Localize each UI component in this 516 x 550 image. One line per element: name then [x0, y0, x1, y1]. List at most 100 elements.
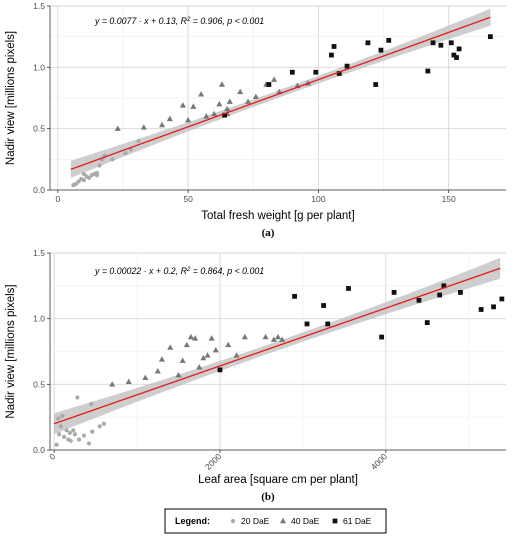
- data-point-square: [313, 69, 319, 75]
- panel-b-x-axis-label: Leaf area [square cm per plant]: [198, 474, 358, 486]
- data-point-triangle: [237, 88, 244, 95]
- data-point-triangle: [140, 124, 147, 130]
- data-point-square: [266, 82, 272, 87]
- legend-marker-triangle: [279, 517, 287, 524]
- data-point-triangle: [187, 333, 194, 340]
- data-point-triangle: [198, 91, 205, 97]
- regression-line: [53, 267, 501, 425]
- data-point-square: [344, 63, 350, 69]
- data-point-square: [378, 47, 384, 53]
- data-point-triangle: [274, 333, 282, 340]
- panel-b-points: [54, 283, 505, 447]
- data-point-circle: [81, 178, 86, 183]
- legend-item-label: 61 DaE: [343, 516, 372, 526]
- data-point-square: [336, 71, 342, 76]
- x-tick-label: 4000: [369, 451, 390, 472]
- data-point-triangle: [244, 98, 252, 104]
- data-point-triangle: [179, 357, 186, 363]
- data-point-triangle: [114, 125, 121, 131]
- y-tick-label: 0.0: [33, 445, 45, 455]
- data-point-triangle: [241, 333, 248, 340]
- legend-item-label: 20 DaE: [241, 516, 270, 526]
- data-point-circle: [110, 157, 115, 162]
- legend-marker-circle: [230, 518, 236, 524]
- panel-a-y-axis-label: Nadir view [millions pixels]: [5, 31, 17, 165]
- data-point-circle: [61, 434, 67, 439]
- data-point-triangle: [183, 341, 190, 348]
- data-point-square: [438, 42, 444, 48]
- legend-title: Legend:: [175, 516, 210, 526]
- data-point-circle: [136, 138, 141, 144]
- data-point-triangle: [226, 98, 233, 104]
- data-point-triangle: [158, 356, 165, 362]
- data-point-triangle: [166, 115, 173, 122]
- data-point-square: [217, 367, 223, 373]
- y-tick-label: 0.5: [33, 124, 45, 134]
- data-point-triangle: [212, 346, 219, 353]
- data-point-circle: [60, 413, 65, 418]
- data-point-square: [373, 82, 379, 87]
- data-point-circle: [89, 401, 94, 407]
- data-point-triangle: [159, 121, 166, 128]
- data-point-square: [391, 290, 397, 295]
- data-point-triangle: [200, 354, 207, 361]
- regression-line: [70, 16, 491, 170]
- data-point-circle: [81, 171, 86, 177]
- data-point-circle: [56, 416, 61, 421]
- data-point-triangle: [216, 100, 223, 107]
- panel-b: 0.0 0.5 1.0 1.5 0 2000 4000 y = 0.00022 · x + …: [5, 248, 506, 503]
- data-point-triangle: [167, 344, 174, 350]
- data-point-triangle: [224, 105, 231, 112]
- data-point-square: [448, 40, 454, 46]
- data-point-triangle: [154, 368, 161, 374]
- y-tick-label: 1.5: [33, 248, 45, 258]
- y-tick-label: 0.5: [33, 379, 45, 389]
- data-point-square: [304, 321, 310, 327]
- data-point-square: [454, 55, 459, 60]
- data-point-square: [451, 52, 457, 58]
- data-point-triangle: [185, 116, 192, 123]
- data-point-square: [331, 44, 337, 49]
- panel-b-equation: y = 0.00022 · x + 0.2, R2 = 0.864, p < 0…: [94, 266, 264, 276]
- data-point-circle: [86, 441, 92, 446]
- data-point-triangle: [211, 110, 218, 117]
- data-point-triangle: [225, 341, 232, 348]
- x-tick-label: 150: [442, 194, 456, 204]
- data-point-circle: [71, 428, 76, 433]
- data-point-triangle: [190, 103, 197, 109]
- data-point-triangle: [175, 371, 182, 378]
- data-point-circle: [123, 151, 128, 156]
- panel-b-fit-line: [53, 267, 501, 425]
- data-point-triangle: [262, 333, 269, 340]
- y-tick-label: 0.0: [33, 185, 45, 195]
- data-point-square: [499, 296, 505, 302]
- data-point-square: [416, 297, 422, 303]
- panel-b-axes: 0.0 0.5 1.0 1.5 0 2000 4000: [33, 248, 506, 472]
- panel-a-axes: 0.0 0.5 1.0 1.5 0 50 100 150: [33, 1, 506, 204]
- data-point-circle: [68, 438, 73, 443]
- x-tick-label: 0: [47, 451, 58, 462]
- data-point-square: [424, 320, 430, 326]
- data-point-triangle: [192, 335, 199, 341]
- data-point-triangle: [142, 374, 149, 381]
- data-point-square: [425, 68, 431, 74]
- data-point-square: [379, 334, 385, 340]
- data-point-square: [289, 69, 295, 75]
- data-point-square: [222, 112, 227, 118]
- data-point-square: [437, 292, 443, 298]
- legend-box: [164, 508, 387, 534]
- data-point-triangle: [233, 352, 240, 358]
- data-point-triangle: [208, 335, 215, 341]
- data-point-square: [325, 321, 331, 327]
- data-point-square: [491, 304, 496, 310]
- legend: Legend: 20 DaE 40 DaE 61 DaE: [164, 508, 387, 534]
- x-tick-label: 0: [55, 194, 60, 204]
- data-point-square: [365, 40, 371, 46]
- data-point-square: [321, 303, 326, 308]
- data-point-circle: [54, 442, 59, 447]
- data-point-square: [346, 286, 351, 291]
- data-point-triangle: [252, 93, 259, 100]
- data-point-circle: [72, 432, 77, 437]
- panel-a: 0.0 0.5 1.0 1.5 0 50 100 150 y = 0.0077 · x + 0…: [5, 1, 506, 239]
